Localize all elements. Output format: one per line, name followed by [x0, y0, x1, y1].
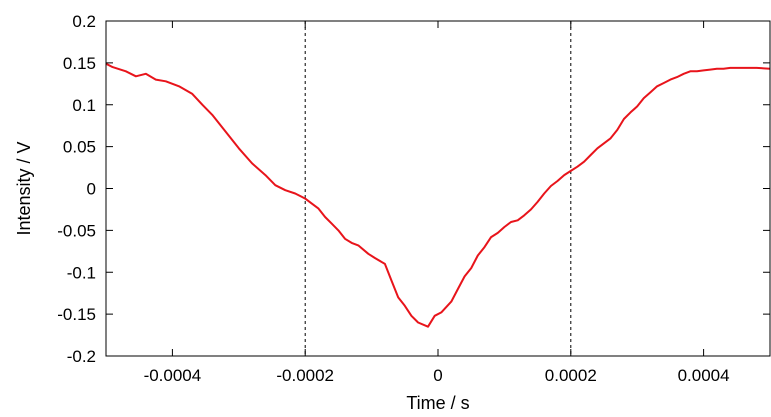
- axis-tick-labels: -0.0004 -0.0002 0 0.0002 0.0004 -0.2 -0.15 -0.1…: [57, 12, 729, 385]
- plot-frame: [105, 20, 771, 357]
- x-tick-label: -0.0004: [144, 366, 202, 385]
- x-tick-label: 0.0002: [545, 366, 597, 385]
- series-line-0: [105, 62, 771, 328]
- y-tick-label: 0.2: [72, 12, 96, 31]
- y-tick-label: -0.05: [57, 221, 96, 240]
- vertical-reference-lines: [304, 21, 572, 356]
- x-tick-label: 0: [433, 366, 442, 385]
- y-tick-label: 0.15: [63, 54, 96, 73]
- x-tick-label: -0.0002: [276, 366, 334, 385]
- y-tick-label: -0.1: [67, 263, 96, 282]
- y-tick-label: 0.1: [72, 96, 96, 115]
- y-tick-label: 0.05: [63, 138, 96, 157]
- y-tick-label: -0.15: [57, 305, 96, 324]
- y-tick-label: -0.2: [67, 347, 96, 366]
- axis-ticks: [106, 20, 770, 357]
- x-axis-title: Time / s: [406, 393, 469, 413]
- y-axis-title: Intensity / V: [14, 141, 34, 235]
- y-tick-label: 0: [87, 180, 96, 199]
- x-tick-label: 0.0004: [678, 366, 730, 385]
- series-layer: [105, 62, 771, 328]
